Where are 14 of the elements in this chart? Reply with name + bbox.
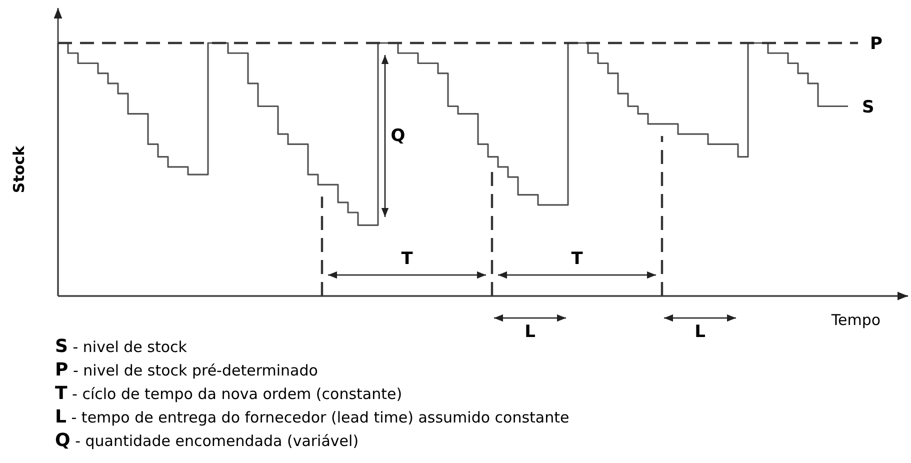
text: S - nivel de stock xyxy=(55,336,188,357)
y-axis-title: Stock xyxy=(10,144,28,194)
annotation: T xyxy=(571,249,584,269)
text: T - cíclo de tempo da nova ordem (constante) xyxy=(55,383,402,404)
text: L xyxy=(694,322,706,342)
x-axis-title: Tempo xyxy=(830,311,881,329)
text: L xyxy=(524,322,536,342)
text: P - nivel de stock pré-determinado xyxy=(55,360,318,380)
annotation: T xyxy=(401,249,414,269)
annotation: Q xyxy=(390,126,406,146)
text: Q - quantidade encomendada (variável) xyxy=(55,430,359,451)
text: S xyxy=(862,97,874,118)
ref-line-label: P xyxy=(870,34,882,54)
text: L - tempo de entrega do fornecedor (lead time) assumido constante xyxy=(55,406,570,428)
